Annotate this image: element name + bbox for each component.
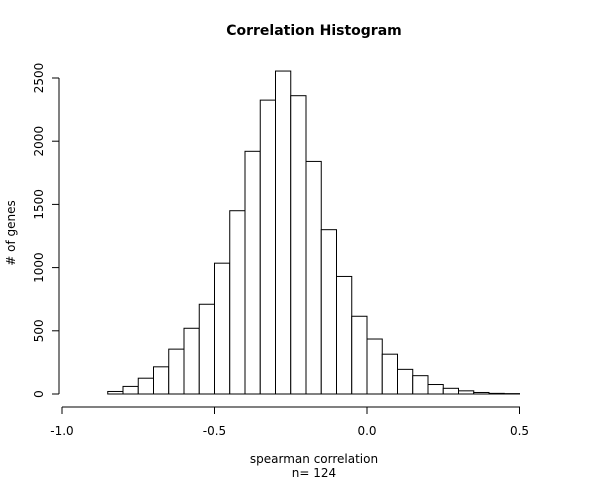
y-axis-label: # of genes (4, 200, 18, 266)
y-tick-label-3: 1500 (32, 189, 46, 220)
histogram-bar-27 (488, 392, 505, 395)
histogram-bar-26 (473, 391, 490, 395)
histogram-bar-9 (214, 262, 231, 395)
histogram-bar-5 (153, 366, 170, 395)
bars-group (107, 70, 520, 395)
histogram-bar-14 (290, 95, 307, 395)
y-tick-label-4: 2000 (32, 126, 46, 157)
x-tick-label-0: -1.0 (50, 424, 73, 438)
histogram-bar-13 (275, 70, 292, 395)
histogram-bar-10 (229, 210, 246, 395)
y-tick-label-5: 2500 (32, 63, 46, 94)
y-tick-label-2: 1000 (32, 252, 46, 283)
chart-title: Correlation Histogram (226, 23, 402, 39)
histogram-bar-6 (168, 348, 185, 395)
y-axis: 0 500 1000 1500 2000 2500 (32, 63, 60, 398)
y-tick-label-0: 0 (32, 390, 46, 398)
histogram-bar-21 (397, 368, 414, 395)
histogram-bar-17 (336, 275, 353, 395)
histogram-bar-16 (320, 229, 337, 395)
histogram-bar-18 (351, 315, 368, 395)
y-tick-label-1: 500 (32, 319, 46, 342)
histogram-bar-20 (381, 353, 398, 395)
histogram-bar-3 (122, 385, 139, 395)
x-axis: -1.0 -0.5 0.0 0.5 (50, 406, 529, 438)
histogram-bar-22 (412, 375, 429, 395)
x-axis-sublabel: n= 124 (292, 466, 336, 480)
histogram-bar-8 (198, 303, 215, 395)
histogram-bar-11 (244, 150, 261, 395)
x-axis-label: spearman correlation (250, 452, 378, 466)
histogram-bar-15 (305, 160, 322, 395)
histogram-bar-24 (442, 387, 459, 395)
histogram-bar-7 (183, 327, 200, 395)
histogram-bar-19 (366, 338, 383, 395)
histogram-bar-2 (107, 390, 124, 395)
histogram-bar-25 (458, 390, 475, 395)
histogram-bar-4 (137, 377, 154, 395)
histogram-bar-23 (427, 384, 444, 395)
x-tick-label-2: 0.0 (357, 424, 376, 438)
x-tick-label-3: 0.5 (510, 424, 529, 438)
histogram-bar-12 (259, 99, 276, 395)
x-tick-label-1: -0.5 (203, 424, 226, 438)
